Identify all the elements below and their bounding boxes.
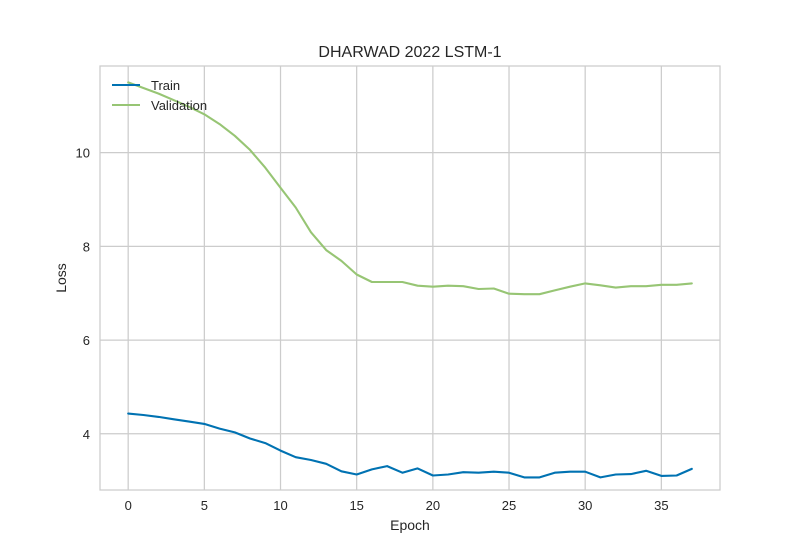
x-tick-label: 5 (201, 498, 208, 513)
x-tick-label: 30 (578, 498, 592, 513)
x-tick-label: 15 (349, 498, 363, 513)
y-axis-label: Loss (53, 263, 69, 293)
y-axis-ticks: 4 6 8 10 (76, 146, 90, 442)
plot-area-frame (99, 65, 721, 491)
legend-label-validation: Validation (151, 98, 207, 113)
y-tick-label: 10 (76, 146, 90, 161)
x-tick-label: 35 (654, 498, 668, 513)
series-line-validation (127, 81, 693, 296)
y-tick-label: 8 (83, 239, 90, 254)
series-line-train (127, 412, 693, 479)
x-tick-label: 0 (125, 498, 132, 513)
y-tick-label: 6 (83, 333, 90, 348)
series-lines (127, 81, 693, 479)
legend-label-train: Train (151, 78, 180, 93)
chart-title: DHARWAD 2022 LSTM-1 (318, 44, 501, 61)
x-axis-ticks: 0 5 10 15 20 25 30 35 (125, 498, 669, 513)
y-tick-label: 4 (83, 427, 90, 442)
legend: Train Validation (112, 78, 207, 113)
x-tick-label: 25 (502, 498, 516, 513)
grid-lines (100, 66, 720, 490)
x-axis-label: Epoch (390, 517, 430, 533)
plot-area-background (100, 66, 720, 490)
x-tick-label: 10 (273, 498, 287, 513)
x-tick-label: 20 (426, 498, 440, 513)
